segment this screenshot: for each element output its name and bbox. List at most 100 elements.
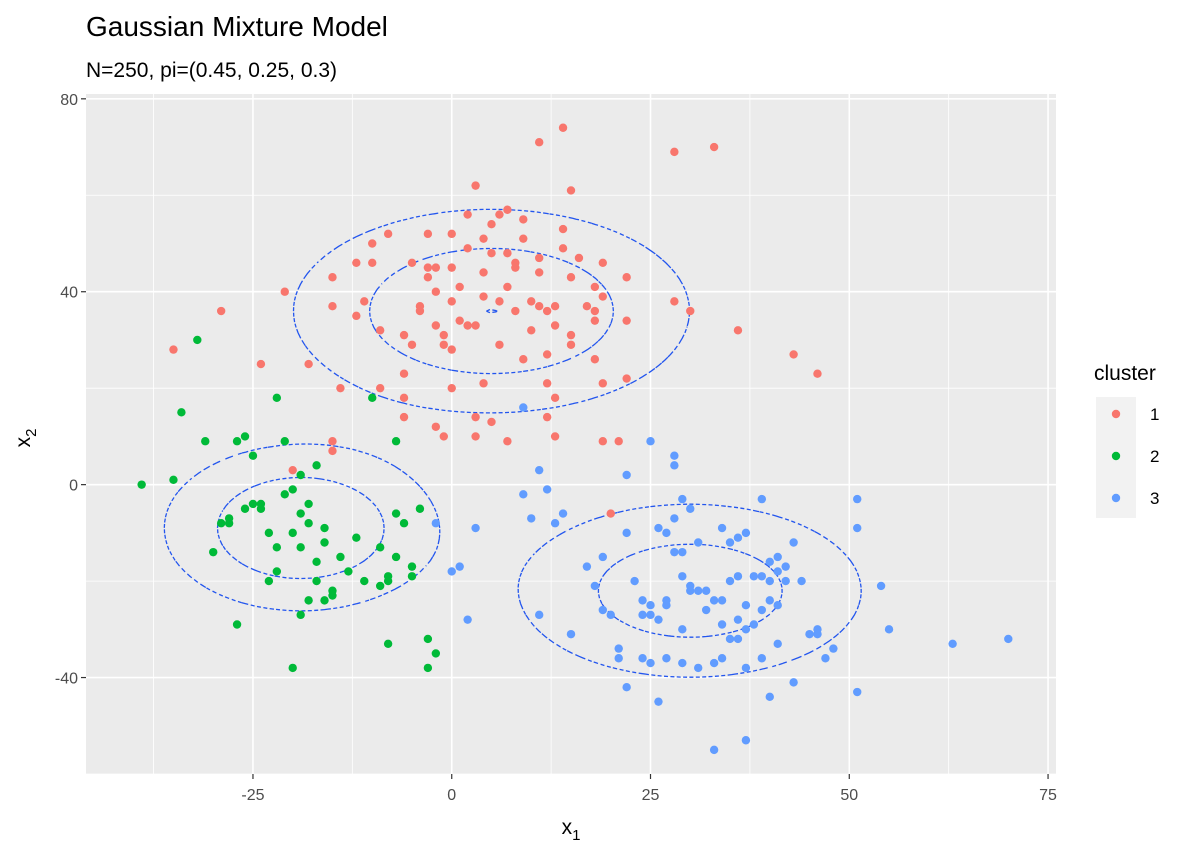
point-cluster-1 <box>566 340 576 349</box>
point-cluster-1 <box>574 253 584 263</box>
point-cluster-1 <box>368 239 377 248</box>
point-cluster-2 <box>391 437 401 446</box>
point-cluster-2 <box>407 572 417 581</box>
point-cluster-1 <box>598 258 608 267</box>
point-cluster-3 <box>519 490 528 499</box>
point-cluster-3 <box>519 403 528 412</box>
point-cluster-3 <box>638 596 647 605</box>
point-cluster-2 <box>352 533 361 542</box>
point-cluster-1 <box>328 446 337 456</box>
point-cluster-1 <box>519 234 528 243</box>
x-axis-ticks: -25 0 25 50 75 <box>241 774 1057 804</box>
point-cluster-1 <box>280 287 289 296</box>
y-tick-label: 0 <box>69 478 78 495</box>
y-tick-label: 80 <box>60 92 78 109</box>
point-cluster-2 <box>375 543 385 552</box>
chart-title: Gaussian Mixture Model <box>86 11 388 42</box>
point-cluster-3 <box>757 654 767 663</box>
point-cluster-1 <box>463 321 472 330</box>
point-cluster-2 <box>320 538 329 547</box>
point-cluster-1 <box>479 234 488 243</box>
x-tick-label: 75 <box>1039 787 1057 804</box>
point-cluster-3 <box>749 620 759 629</box>
point-cluster-3 <box>646 437 655 446</box>
point-cluster-1 <box>471 321 480 330</box>
point-cluster-3 <box>741 736 751 745</box>
point-cluster-1 <box>216 306 226 316</box>
point-cluster-1 <box>622 374 631 383</box>
point-cluster-2 <box>272 543 282 552</box>
point-cluster-1 <box>566 273 576 282</box>
y-tick-label: -40 <box>55 671 78 688</box>
point-cluster-1 <box>336 383 345 393</box>
point-cluster-3 <box>733 634 743 644</box>
point-cluster-3 <box>646 610 655 620</box>
point-cluster-1 <box>399 393 409 403</box>
point-cluster-2 <box>391 509 401 518</box>
point-cluster-3 <box>773 552 782 562</box>
point-cluster-2 <box>375 581 385 591</box>
point-cluster-1 <box>328 437 337 446</box>
point-cluster-1 <box>304 359 313 369</box>
point-cluster-1 <box>415 306 425 316</box>
point-cluster-1 <box>670 147 679 157</box>
point-cluster-1 <box>590 306 600 316</box>
point-cluster-1 <box>447 263 456 272</box>
point-cluster-3 <box>662 596 671 605</box>
point-cluster-1 <box>598 292 608 301</box>
point-cluster-3 <box>662 528 671 538</box>
point-cluster-1 <box>550 321 560 330</box>
point-cluster-1 <box>519 355 528 364</box>
point-cluster-1 <box>590 282 600 292</box>
point-cluster-1 <box>534 138 544 147</box>
point-cluster-3 <box>431 519 441 528</box>
point-cluster-1 <box>439 330 448 340</box>
point-cluster-3 <box>773 567 782 576</box>
point-cluster-3 <box>582 562 592 571</box>
point-cluster-1 <box>431 422 441 431</box>
point-cluster-3 <box>773 639 782 648</box>
point-cluster-3 <box>853 494 862 504</box>
x-tick-label: 50 <box>840 787 858 804</box>
point-cluster-1 <box>479 292 488 301</box>
point-cluster-1 <box>328 273 337 282</box>
point-cluster-3 <box>733 615 743 624</box>
point-cluster-2 <box>383 572 393 581</box>
point-cluster-1 <box>622 316 631 325</box>
legend-key-2 <box>1111 451 1121 461</box>
point-cluster-2 <box>407 562 417 571</box>
point-cluster-3 <box>614 644 623 653</box>
point-cluster-2 <box>368 393 377 403</box>
point-cluster-1 <box>598 437 608 446</box>
point-cluster-2 <box>312 557 321 567</box>
point-cluster-3 <box>590 581 600 591</box>
point-cluster-3 <box>749 572 759 581</box>
point-cluster-3 <box>670 461 679 470</box>
point-cluster-1 <box>455 282 464 292</box>
point-cluster-3 <box>805 629 814 639</box>
point-cluster-2 <box>312 576 321 586</box>
point-cluster-1 <box>431 287 441 296</box>
point-cluster-3 <box>725 538 735 547</box>
point-cluster-1 <box>431 321 441 330</box>
point-cluster-1 <box>670 297 679 306</box>
point-cluster-1 <box>495 340 504 349</box>
point-cluster-1 <box>399 412 409 422</box>
point-cluster-3 <box>622 528 631 538</box>
point-cluster-3 <box>542 485 552 494</box>
point-cluster-3 <box>670 451 679 460</box>
point-cluster-3 <box>534 610 544 620</box>
point-cluster-3 <box>471 523 480 533</box>
y-tick-label: 40 <box>60 285 78 302</box>
point-cluster-2 <box>169 475 178 485</box>
legend-title: cluster <box>1094 362 1156 385</box>
point-cluster-2 <box>232 620 242 629</box>
point-cluster-1 <box>733 326 743 335</box>
point-cluster-3 <box>789 538 798 547</box>
point-cluster-3 <box>725 576 735 586</box>
point-cluster-2 <box>288 663 297 673</box>
point-cluster-1 <box>288 465 297 475</box>
point-cluster-2 <box>272 393 282 403</box>
point-cluster-3 <box>717 620 727 629</box>
point-cluster-1 <box>328 301 337 311</box>
